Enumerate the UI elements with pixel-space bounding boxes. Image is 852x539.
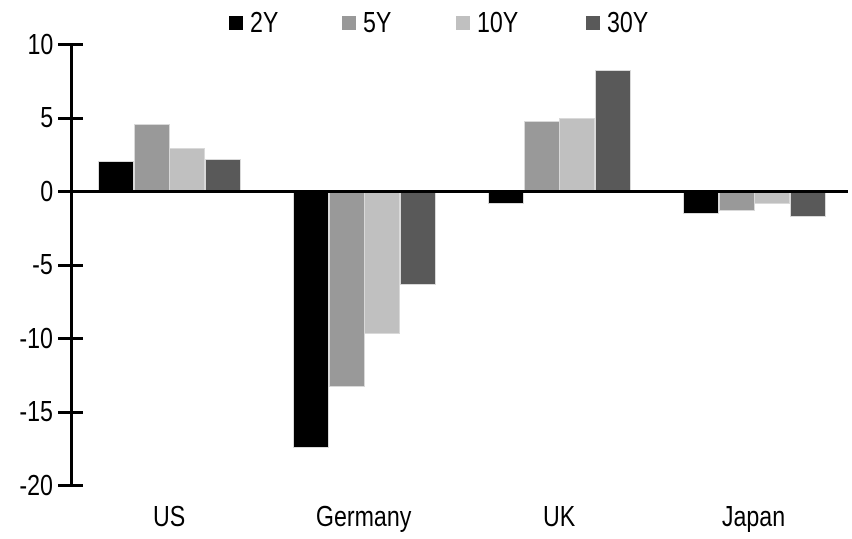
bar-us-30y xyxy=(205,159,241,191)
legend-label: 30Y xyxy=(606,7,659,39)
y-label-0: 0 xyxy=(3,177,53,207)
y-label--15: -15 xyxy=(3,397,53,427)
bar-germany-2y xyxy=(293,192,329,448)
x-label-us: US xyxy=(79,502,259,532)
y-label-5: 5 xyxy=(3,103,53,133)
legend-label-text: 10Y xyxy=(476,7,519,39)
legend-swatch-2y xyxy=(229,16,243,30)
y-label-text: -10 xyxy=(19,323,53,355)
bar-us-5y xyxy=(134,124,170,192)
legend-label-text: 30Y xyxy=(606,7,648,39)
bar-germany-10y xyxy=(364,192,400,334)
y-label-10: 10 xyxy=(3,30,53,60)
x-label-uk: UK xyxy=(469,502,649,532)
bar-japan-30y xyxy=(790,192,826,217)
legend-label: 10Y xyxy=(476,7,529,39)
x-label-text: US xyxy=(152,501,186,533)
legend-item-2y: 2Y xyxy=(229,7,285,39)
x-label-germany: Germany xyxy=(274,502,454,532)
bar-us-10y xyxy=(169,148,205,192)
y-label-text: 0 xyxy=(40,176,53,208)
y-label-text: 10 xyxy=(27,29,53,61)
legend-swatch-5y xyxy=(342,16,357,30)
y-label-text: -5 xyxy=(32,249,53,281)
bar-uk-5y xyxy=(524,121,560,192)
bar-germany-5y xyxy=(329,192,365,387)
legend-swatch-10y xyxy=(455,16,470,30)
x-label-japan: Japan xyxy=(664,502,844,532)
legend-label-text: 5Y xyxy=(363,7,392,39)
legend-label-text: 2Y xyxy=(250,7,279,39)
bar-japan-5y xyxy=(719,192,755,211)
bar-uk-30y xyxy=(595,70,631,192)
bar-germany-30y xyxy=(400,192,436,285)
bar-japan-2y xyxy=(683,192,719,214)
bar-uk-10y xyxy=(559,118,595,191)
y-tick--5 xyxy=(58,264,83,267)
y-label-text: -20 xyxy=(19,470,53,502)
x-label-text: Germany xyxy=(316,501,412,533)
zero-baseline xyxy=(70,190,848,193)
y-label--5: -5 xyxy=(3,250,53,280)
y-tick--10 xyxy=(58,337,83,340)
x-label-text: Japan xyxy=(722,501,786,533)
legend-label: 5Y xyxy=(363,7,398,39)
x-label-text: UK xyxy=(542,501,576,533)
y-label--20: -20 xyxy=(3,471,53,501)
bar-uk-2y xyxy=(488,192,524,204)
y-tick-5 xyxy=(58,117,83,120)
y-label--10: -10 xyxy=(3,324,53,354)
chart-legend: 2Y 5Y 10Y 30Y xyxy=(229,7,659,39)
bar-japan-10y xyxy=(754,192,790,204)
y-tick--15 xyxy=(58,411,83,414)
legend-item-5y: 5Y xyxy=(342,7,398,39)
y-tick--20 xyxy=(58,484,83,487)
legend-item-10y: 10Y xyxy=(455,7,529,39)
y-label-text: 5 xyxy=(40,102,53,134)
legend-label: 2Y xyxy=(250,7,285,39)
legend-item-30y: 30Y xyxy=(585,7,659,39)
bar-us-2y xyxy=(98,161,134,192)
y-tick-10 xyxy=(58,43,83,46)
legend-swatch-30y xyxy=(585,16,600,30)
y-label-text: -15 xyxy=(19,396,53,428)
